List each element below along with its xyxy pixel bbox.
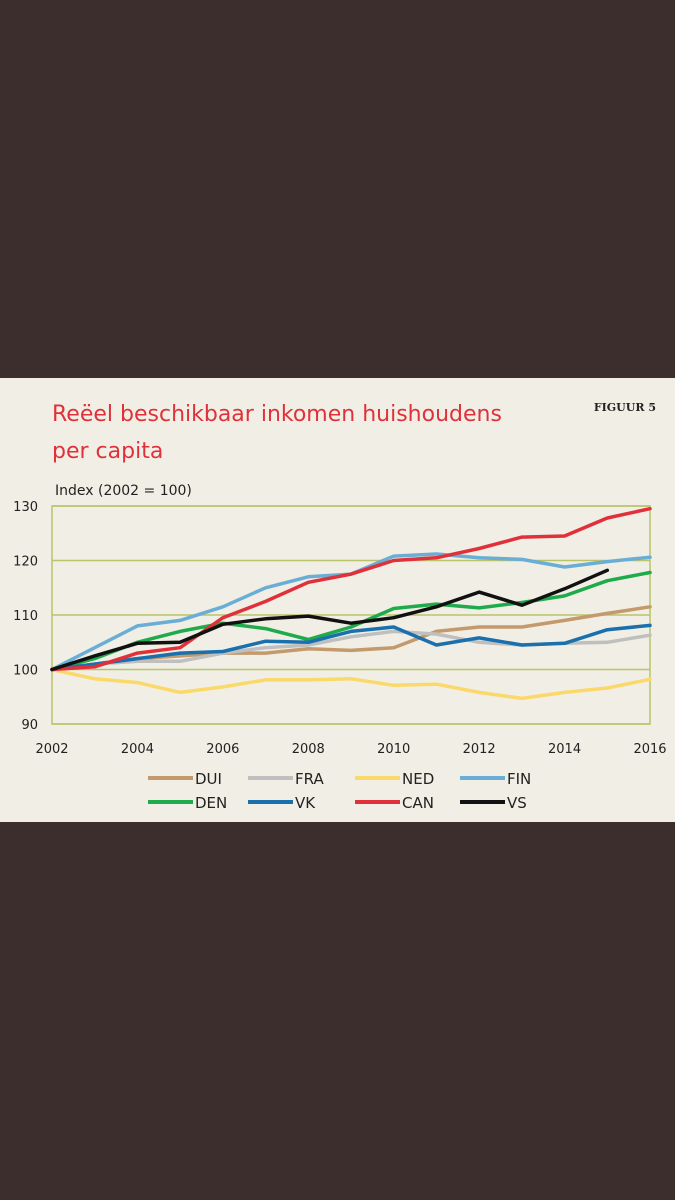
series-line-can	[50, 506, 652, 672]
y-tick-label: 130	[13, 500, 38, 515]
y-axis-label: Index (2002 = 100)	[55, 483, 192, 499]
legend-label: DUI	[195, 770, 222, 788]
legend-label: FRA	[295, 770, 324, 788]
legend-item-fra: FRA	[248, 770, 324, 788]
chart-title-line2: per capita	[52, 439, 163, 464]
x-tick-label: 2016	[633, 742, 666, 757]
y-tick-label: 90	[21, 718, 38, 733]
x-tick-label: 2006	[206, 742, 239, 757]
chart-figure: Reëel beschikbaar inkomen huishoudens pe…	[0, 378, 675, 822]
legend-item-ned: NED	[355, 770, 434, 788]
chart-svg: Reëel beschikbaar inkomen huishoudens pe…	[13, 401, 666, 812]
legend-item-vs: VS	[460, 794, 527, 812]
x-tick-label: 2012	[463, 742, 496, 757]
x-tick-label: 2002	[35, 742, 68, 757]
series-layer	[50, 506, 652, 701]
series-line-vs	[50, 568, 610, 672]
x-tick-label: 2004	[121, 742, 154, 757]
legend-label: NED	[402, 770, 434, 788]
legend-item-can: CAN	[355, 794, 434, 812]
series-line-ned	[50, 667, 652, 701]
y-tick-label: 100	[13, 664, 38, 679]
legend-item-fin: FIN	[460, 770, 531, 788]
grid-layer	[51, 505, 651, 725]
legend-label: CAN	[402, 794, 434, 812]
legend-label: FIN	[507, 770, 531, 788]
y-tick-label: 110	[13, 609, 38, 624]
legend-label: VK	[295, 794, 316, 812]
legend: DUI FRA NED FIN DEN VK CAN VS	[148, 770, 531, 812]
legend-item-vk: VK	[248, 794, 316, 812]
figure-label: FIGUUR 5	[594, 401, 656, 414]
legend-item-dui: DUI	[148, 770, 222, 788]
y-tick-label: 120	[13, 555, 38, 570]
x-tick-label: 2014	[548, 742, 581, 757]
x-tick-label: 2010	[377, 742, 410, 757]
tick-layer: 90 100 110 120 130 2002 2004 2006 2008 2010 2012 20…	[13, 500, 666, 757]
chart-title-line1: Reëel beschikbaar inkomen huishoudens	[52, 402, 502, 427]
series-line-den	[50, 570, 652, 672]
series-line-vk	[50, 623, 652, 672]
x-tick-label: 2008	[292, 742, 325, 757]
legend-label: VS	[507, 794, 527, 812]
legend-label: DEN	[195, 794, 227, 812]
legend-item-den: DEN	[148, 794, 227, 812]
